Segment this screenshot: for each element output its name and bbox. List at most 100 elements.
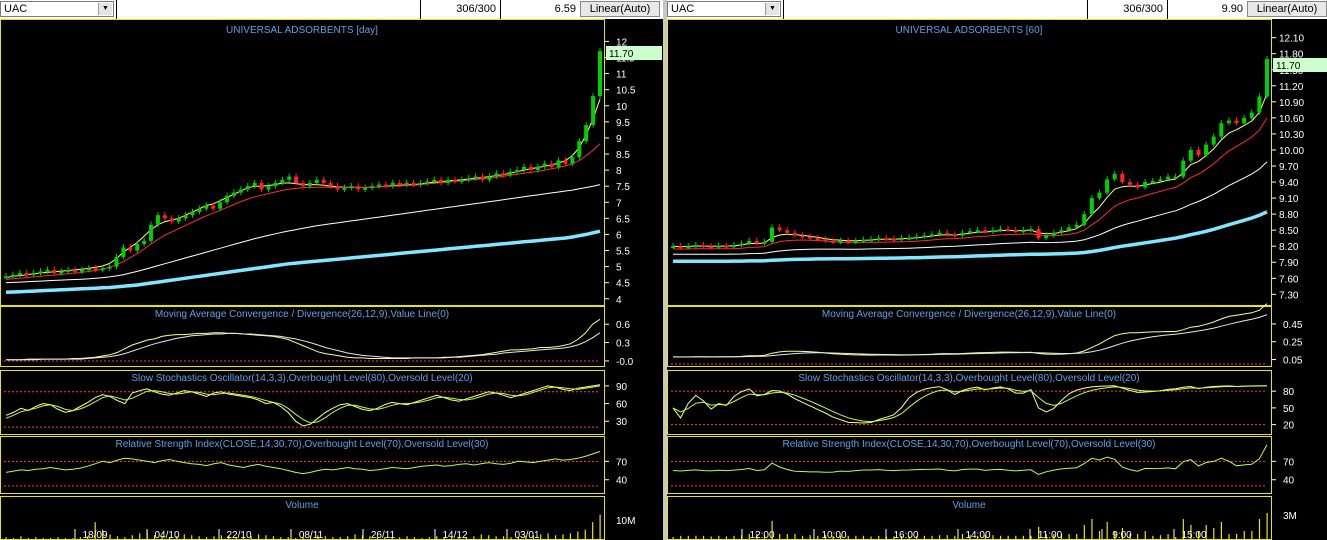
volume-bar <box>87 536 89 539</box>
volume-bar <box>139 533 141 539</box>
volume-bar <box>332 537 334 539</box>
volume-bar <box>1114 531 1116 539</box>
price-y-tick: 8.5 <box>616 150 630 161</box>
volume-bar <box>916 535 918 539</box>
chart-canvas[interactable]: UNIVERSAL ADSORBENTS [60] Moving Average… <box>667 19 1327 540</box>
stoch-y-tick: 50 <box>1283 404 1295 415</box>
symbol-select[interactable]: UAC ▼ <box>667 1 781 17</box>
candle-body <box>1242 117 1247 124</box>
symbol-select[interactable]: UAC ▼ <box>0 1 114 17</box>
candle-body <box>716 245 721 248</box>
volume-y-tick: 3M <box>1283 511 1297 522</box>
candle-body <box>342 187 347 190</box>
price-y-tick: 12 <box>616 37 628 48</box>
candle-body <box>1211 136 1216 145</box>
volume-bar <box>102 529 104 539</box>
rsi-panel-frame <box>667 436 1272 494</box>
price-y-tick: 4 <box>616 295 622 306</box>
candle-body <box>563 160 568 164</box>
candle-body <box>508 171 513 175</box>
candle-body <box>800 235 805 238</box>
volume-bar <box>1038 526 1040 539</box>
volume-bar <box>57 537 59 539</box>
chart-canvas[interactable]: UNIVERSAL ADSORBENTS [day] Moving Averag… <box>0 19 663 540</box>
stoch-panel-title: Slow Stochastics Oscillator(14,3,3),Over… <box>131 373 472 384</box>
volume-bar <box>855 535 857 539</box>
candle-body <box>231 192 236 196</box>
scale-mode-button[interactable]: Linear(Auto) <box>1247 1 1327 17</box>
price-panel-frame <box>0 19 605 306</box>
chart-window-daily: UAC ▼ 306/300 6.59 Linear(Auto) UNIVERSA… <box>0 0 663 540</box>
chevron-down-icon[interactable]: ▼ <box>765 3 779 15</box>
ma-line <box>5 229 601 295</box>
price-y-tick: 7.30 <box>1279 290 1299 301</box>
volume-bar <box>79 537 81 539</box>
volume-bar <box>954 535 956 539</box>
rsi-line <box>5 451 601 475</box>
candle-body <box>38 271 43 274</box>
candle-body <box>45 269 50 272</box>
volume-bar <box>1076 534 1078 539</box>
candle-body <box>709 246 714 249</box>
symbol-value: UAC <box>671 3 695 15</box>
macd-panel-title: Moving Average Convergence / Divergence(… <box>822 309 1116 320</box>
candle-body <box>960 232 965 236</box>
volume-bar <box>984 535 986 539</box>
candle-body <box>107 266 112 269</box>
candle-body <box>869 239 873 242</box>
window-divider[interactable] <box>663 0 667 540</box>
x-axis-label: 14:00 <box>965 530 990 540</box>
rsi-panel-title: Relative Strength Index(CLOSE,14,30,70),… <box>116 439 489 450</box>
price-y-tick: 7.60 <box>1279 274 1299 285</box>
x-axis-label: 16:00 <box>893 530 918 540</box>
candle-body <box>314 179 319 183</box>
scale-mode-button[interactable]: Linear(Auto) <box>580 1 660 17</box>
volume-bar <box>324 536 326 539</box>
bar-count: 306/300 <box>420 0 500 19</box>
candle-body <box>411 182 416 185</box>
x-axis-label: 26/11 <box>371 530 396 540</box>
volume-bar <box>399 537 401 539</box>
price-y-tick: 10.60 <box>1279 114 1304 125</box>
candle-body <box>376 184 381 187</box>
candle-body <box>1067 227 1071 231</box>
volume-bar <box>756 534 758 539</box>
volume-bar <box>517 537 520 539</box>
price-y-tick: 7.90 <box>1279 258 1299 269</box>
candle-body <box>4 276 8 279</box>
volume-bar <box>1007 535 1009 539</box>
signal-line <box>6 332 601 361</box>
candle-body <box>294 176 299 183</box>
volume-y-tick: 10M <box>616 516 635 527</box>
candle-body <box>591 96 596 126</box>
candle-body <box>975 230 980 233</box>
stoch-d-line <box>5 385 601 424</box>
candle-body <box>425 181 430 184</box>
candle-body <box>252 182 257 187</box>
candle-body <box>1150 180 1155 183</box>
volume-bar <box>228 536 230 539</box>
volume-bar <box>109 534 111 539</box>
candle-body <box>31 273 36 276</box>
volume-bar <box>832 535 834 539</box>
chevron-down-icon[interactable]: ▼ <box>98 3 112 15</box>
candle-body <box>838 240 843 243</box>
moving-averages <box>5 99 601 295</box>
candle-body <box>183 215 188 219</box>
candle-body <box>1158 179 1163 182</box>
volume-bar <box>5 537 7 539</box>
candle-body <box>762 241 767 244</box>
ma-line <box>672 93 1268 248</box>
candle-body <box>914 236 919 239</box>
volume-bar <box>116 536 119 539</box>
candle-body <box>1219 123 1224 137</box>
candle-body <box>1006 229 1011 232</box>
candle-body <box>701 245 706 248</box>
price-y-tick: 10.30 <box>1279 130 1304 141</box>
x-axis-labels: 18/09 04/10 22/10 08/11 26/11 14/12 03/01 <box>74 529 540 540</box>
volume-bar <box>1098 531 1101 539</box>
volume-bar <box>436 536 438 539</box>
stoch-panel-frame <box>667 370 1272 435</box>
candle-body <box>328 182 333 187</box>
candle-body <box>584 125 589 142</box>
